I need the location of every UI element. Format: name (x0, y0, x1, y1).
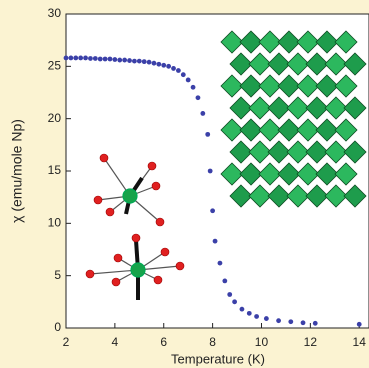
data-point (264, 316, 269, 321)
data-point (122, 58, 127, 63)
data-point (232, 299, 237, 304)
data-point (83, 56, 88, 61)
y-axis-label: χ (emu/mole Np) (9, 119, 25, 223)
data-point (176, 68, 181, 73)
atom (156, 218, 164, 226)
y-tick-label: 5 (54, 268, 61, 282)
data-point (156, 62, 161, 67)
data-point (142, 59, 147, 64)
data-point (127, 58, 132, 63)
data-point (227, 292, 232, 297)
data-point (93, 56, 98, 61)
data-point (64, 56, 69, 61)
data-point (218, 261, 223, 266)
data-point (68, 56, 73, 61)
x-tick-label: 12 (304, 335, 318, 349)
data-point (240, 307, 245, 312)
data-point (78, 56, 83, 61)
data-point (152, 61, 157, 66)
x-tick-label: 14 (353, 335, 367, 349)
atom (148, 162, 156, 170)
data-point (166, 64, 171, 69)
data-point (112, 57, 117, 62)
x-axis-label: Temperature (K) (171, 351, 265, 366)
data-point (208, 169, 213, 174)
y-tick-label: 20 (48, 111, 62, 125)
data-point (301, 320, 306, 325)
y-tick-label: 15 (48, 163, 62, 177)
data-point (205, 132, 210, 137)
y-tick-label: 25 (48, 59, 62, 73)
atom (154, 276, 162, 284)
data-point (88, 56, 93, 61)
y-tick-label: 0 (54, 320, 61, 334)
x-tick-label: 4 (112, 335, 119, 349)
data-point (186, 78, 191, 83)
x-tick-label: 2 (63, 335, 70, 349)
atom (106, 208, 114, 216)
x-tick-label: 6 (160, 335, 167, 349)
data-point (254, 314, 259, 319)
chart: χ (emu/mole Np) Temperature (K) 0 5 10 15 20… (0, 0, 369, 368)
atom (94, 196, 102, 204)
page: χ (emu/mole Np) Temperature (K) 0 5 10 15 20… (0, 0, 369, 368)
x-tick-label: 10 (255, 335, 269, 349)
data-point (313, 321, 318, 326)
data-point (200, 111, 205, 116)
data-point (171, 66, 176, 71)
data-point (108, 57, 113, 62)
data-point (191, 85, 196, 90)
atom (161, 248, 169, 256)
atom (86, 270, 94, 278)
atom (152, 182, 160, 190)
atom (176, 262, 184, 270)
atom (112, 278, 120, 286)
data-point (357, 322, 362, 327)
y-tick-label: 10 (48, 216, 62, 230)
atom (114, 254, 122, 262)
data-point (117, 58, 122, 63)
data-point (137, 59, 142, 64)
data-point (222, 279, 227, 284)
metal-atom (123, 189, 137, 203)
data-point (196, 95, 201, 100)
data-point (288, 319, 293, 324)
y-tick-label: 30 (48, 6, 62, 20)
data-point (161, 63, 166, 68)
x-tick-label: 8 (209, 335, 216, 349)
data-point (213, 239, 218, 244)
data-point (98, 57, 103, 62)
data-point (276, 318, 281, 323)
metal-atom (131, 263, 145, 277)
data-point (247, 311, 252, 316)
data-point (132, 59, 137, 64)
atom (100, 154, 108, 162)
data-point (103, 57, 108, 62)
data-point (181, 72, 186, 77)
data-point (73, 56, 78, 61)
atom (132, 234, 140, 242)
data-point (210, 208, 215, 213)
data-point (147, 60, 152, 65)
